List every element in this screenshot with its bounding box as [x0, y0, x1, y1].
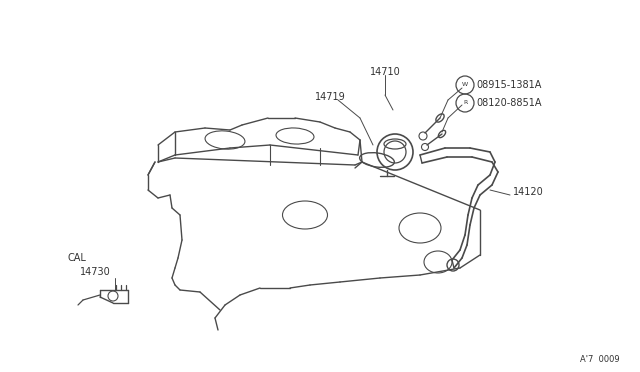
- Text: 14719: 14719: [315, 92, 346, 102]
- Text: 14120: 14120: [513, 187, 544, 197]
- Text: W: W: [462, 83, 468, 87]
- Text: CAL: CAL: [68, 253, 87, 263]
- Text: 14730: 14730: [80, 267, 111, 277]
- Text: 08915-1381A: 08915-1381A: [476, 80, 541, 90]
- Text: 08120-8851A: 08120-8851A: [476, 98, 541, 108]
- Text: 14710: 14710: [370, 67, 401, 77]
- Text: R: R: [463, 100, 467, 106]
- Text: A'7  0009: A'7 0009: [580, 356, 620, 365]
